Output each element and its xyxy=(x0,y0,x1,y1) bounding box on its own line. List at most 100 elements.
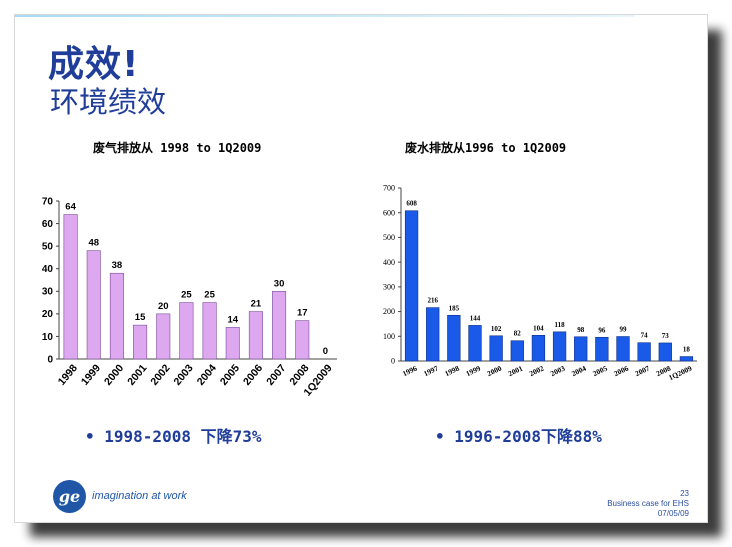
x-tick-label: 1Q2009 xyxy=(667,364,693,383)
bar xyxy=(531,334,546,362)
data-label: 17 xyxy=(297,308,308,319)
slide-subtitle: 环境绩效 xyxy=(50,85,167,119)
bar xyxy=(225,327,240,360)
data-label: 14 xyxy=(227,314,238,325)
data-label: 48 xyxy=(88,238,99,249)
x-tick-label: 1999 xyxy=(79,362,103,388)
data-label: 15 xyxy=(135,312,146,323)
data-label: 73 xyxy=(662,332,670,340)
data-label: 96 xyxy=(598,326,606,334)
page-number: 23 xyxy=(680,489,689,498)
bar xyxy=(404,210,419,362)
x-tick-label: 2002 xyxy=(528,364,546,379)
data-label: 99 xyxy=(620,326,628,334)
x-tick-label: 2005 xyxy=(218,362,242,388)
y-tick-label: 70 xyxy=(42,196,54,207)
data-label: 64 xyxy=(65,202,76,213)
y-tick-label: 30 xyxy=(42,287,54,298)
x-tick-label: 2000 xyxy=(486,364,504,379)
wastewater-discharge-chart: 0 100 200 300 400 500 600 700 608 1996 216 1997 185 1… xyxy=(383,184,697,383)
y-tick-label: 400 xyxy=(383,258,395,267)
footer-doc-title: Business case for EHS xyxy=(607,499,689,508)
bar xyxy=(679,356,694,362)
footer: 23 Business case for EHS 07/05/09 xyxy=(607,489,689,519)
y-tick-label: 50 xyxy=(42,241,54,252)
data-label: 25 xyxy=(181,290,192,301)
bar xyxy=(468,325,482,362)
y-tick-label: 200 xyxy=(383,307,395,316)
bar xyxy=(272,290,287,360)
x-tick-label: 2006 xyxy=(612,364,630,379)
bar xyxy=(658,342,672,362)
y-tick-label: 700 xyxy=(383,184,395,193)
x-tick-label: 2003 xyxy=(549,364,567,379)
data-label: 38 xyxy=(112,260,123,271)
y-tick-label: 10 xyxy=(42,332,54,343)
top-accent-line xyxy=(15,15,635,17)
bar xyxy=(109,272,124,360)
bar xyxy=(637,342,651,362)
right-bullet: • 1996-2008下降88% xyxy=(435,427,602,446)
footer-date: 07/05/09 xyxy=(657,509,689,518)
x-tick-label: 1999 xyxy=(464,364,482,379)
bar xyxy=(616,336,630,362)
y-tick-label: 100 xyxy=(383,332,395,341)
bar xyxy=(202,302,217,360)
x-tick-label: 2002 xyxy=(148,362,172,388)
x-tick-label: 2001 xyxy=(125,362,149,388)
bar xyxy=(133,324,148,360)
x-tick-label: 2000 xyxy=(102,362,126,388)
bar xyxy=(248,311,263,360)
y-tick-label: 60 xyxy=(42,219,54,230)
x-tick-label: 2007 xyxy=(634,364,652,379)
data-label: 18 xyxy=(683,346,691,354)
x-tick-label: 2005 xyxy=(591,364,609,379)
bar xyxy=(489,335,503,362)
x-tick-label: 2004 xyxy=(195,362,219,388)
bar xyxy=(156,313,171,360)
data-label: 98 xyxy=(577,326,585,334)
data-label: 118 xyxy=(555,321,566,329)
x-tick-label: 1997 xyxy=(422,364,440,379)
bar xyxy=(86,250,101,360)
ge-logo-icon: ge xyxy=(53,480,86,513)
y-tick-label: 600 xyxy=(383,208,395,217)
bar xyxy=(179,302,194,360)
bar xyxy=(574,336,588,362)
data-label: 20 xyxy=(158,301,169,312)
slide-title: 成效! xyxy=(48,44,140,85)
x-tick-label: 1998 xyxy=(56,362,80,388)
y-tick-label: 300 xyxy=(383,283,395,292)
right-chart-title: 废水排放从1996 to 1Q2009 xyxy=(405,141,567,155)
y-tick-label: 0 xyxy=(391,357,395,366)
bar xyxy=(295,320,310,360)
data-label: 82 xyxy=(514,330,522,338)
left-bullet: • 1998-2008 下降73% xyxy=(85,427,262,446)
data-label: 21 xyxy=(251,299,262,310)
data-label: 0 xyxy=(323,346,328,357)
data-label: 25 xyxy=(204,290,215,301)
data-label: 104 xyxy=(533,324,544,332)
data-label: 144 xyxy=(470,314,481,322)
tagline: imagination at work xyxy=(92,490,187,502)
x-tick-label: 2004 xyxy=(570,364,588,379)
data-label: 30 xyxy=(274,278,285,289)
left-chart-title: 废气排放从 1998 to 1Q2009 xyxy=(93,141,262,155)
y-tick-label: 40 xyxy=(42,264,54,275)
bar xyxy=(552,331,567,362)
y-tick-label: 20 xyxy=(42,309,54,320)
bar xyxy=(426,307,440,362)
bar xyxy=(595,336,609,362)
x-tick-label: 2007 xyxy=(264,362,288,388)
bar xyxy=(63,214,78,360)
data-label: 74 xyxy=(641,332,649,340)
data-label: 185 xyxy=(449,304,460,312)
x-tick-label: 2003 xyxy=(172,362,196,388)
bar xyxy=(510,340,524,362)
y-tick-label: 0 xyxy=(47,354,53,365)
data-label: 102 xyxy=(491,325,502,333)
x-tick-label: 2006 xyxy=(241,362,265,388)
y-tick-label: 500 xyxy=(383,233,395,242)
slide: 成效! 环境绩效 废气排放从 1998 to 1Q2009 0 10 20 30 40 5… xyxy=(14,14,708,523)
